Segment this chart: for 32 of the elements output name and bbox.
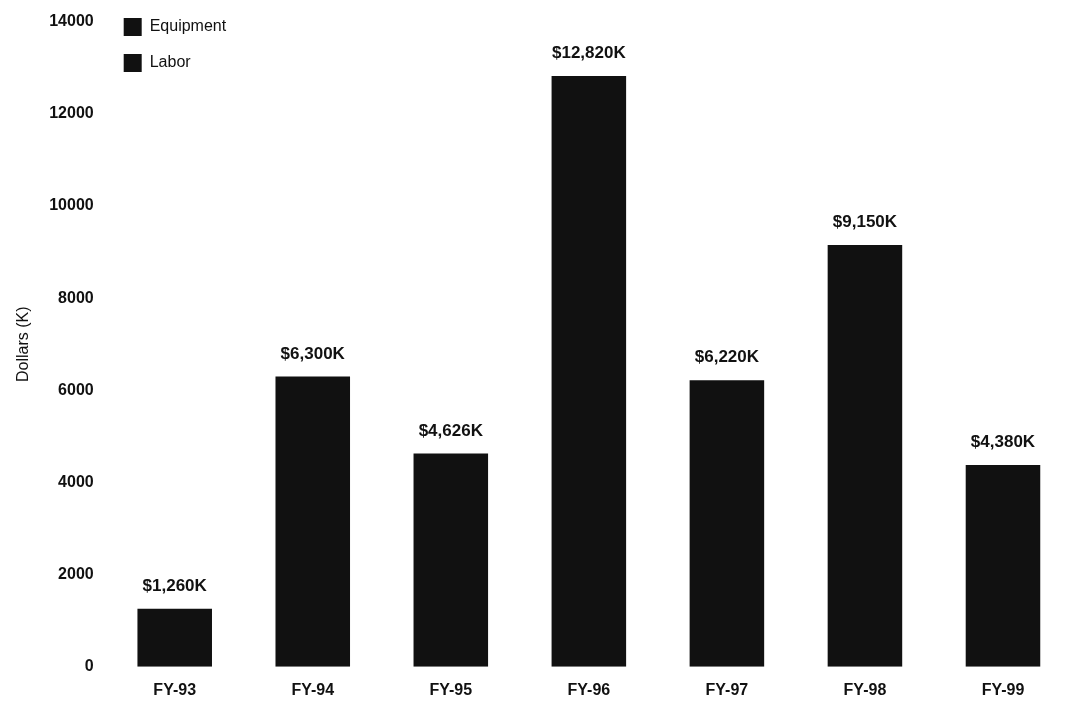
bar	[413, 453, 489, 667]
bar	[965, 464, 1041, 667]
x-tick-label: FY-95	[429, 680, 473, 698]
bar	[137, 608, 212, 667]
data-label: $4,380K	[970, 432, 1036, 452]
y-tick-label: 8000	[58, 288, 94, 306]
y-tick-label: 2000	[58, 565, 94, 583]
y-axis-title: Dollars (K)	[14, 306, 32, 382]
data-label: $4,626K	[418, 420, 484, 440]
data-label: $12,820K	[551, 43, 627, 63]
y-tick-label: 14000	[49, 12, 94, 30]
legend-label: Labor	[149, 53, 192, 71]
x-tick-label: FY-96	[567, 680, 611, 698]
bar	[827, 245, 903, 667]
legend-label: Equipment	[149, 17, 227, 35]
data-label: $6,220K	[694, 347, 760, 367]
data-label: $1,260K	[142, 575, 208, 595]
y-tick-label: 6000	[58, 380, 94, 398]
bar	[689, 380, 765, 667]
y-tick-label: 10000	[49, 196, 94, 214]
x-tick-label: FY-99	[981, 680, 1025, 698]
x-tick-label: FY-98	[843, 680, 887, 698]
x-tick-label: FY-94	[291, 680, 335, 698]
data-label: $9,150K	[832, 212, 898, 232]
y-tick-label: 4000	[58, 472, 94, 490]
data-label: $6,300K	[280, 343, 346, 363]
x-tick-label: FY-93	[153, 680, 197, 698]
bar	[551, 75, 627, 667]
y-tick-label: 12000	[49, 104, 94, 122]
x-tick-label: FY-97	[705, 680, 749, 698]
bar	[275, 376, 351, 667]
y-tick-label: 0	[84, 657, 94, 675]
